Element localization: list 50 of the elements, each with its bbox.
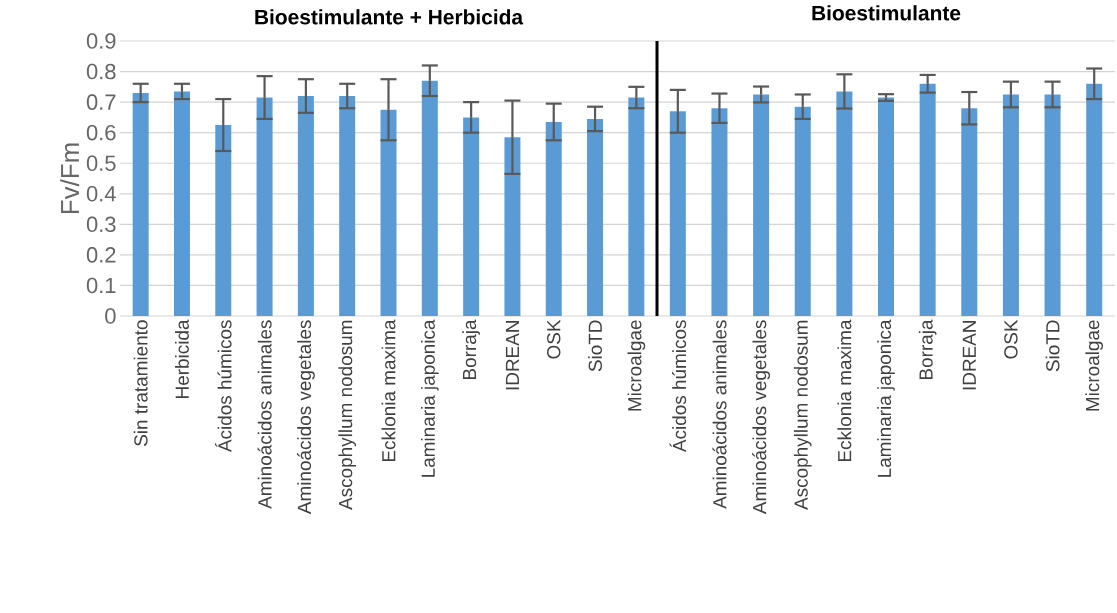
y-axis-title: Fv/Fm — [60, 143, 80, 214]
y-tick-label: 0.3 — [86, 216, 116, 233]
x-tick-label: Herbicida — [175, 319, 189, 398]
bar — [421, 80, 438, 316]
y-tick-label: 0 — [105, 308, 116, 324]
x-tick-label: Ácidos húmicos — [669, 320, 687, 453]
x-tick-label: IDREAN — [505, 321, 519, 390]
bar — [173, 91, 190, 316]
x-tick-label: Ascophyllum nodosum — [793, 320, 812, 510]
y-tick-label: 0.9 — [86, 33, 116, 49]
bar — [132, 92, 149, 316]
y-tick-label: 0.2 — [86, 247, 116, 263]
bar — [380, 109, 397, 316]
x-tick-label: Laminaria japonica — [420, 319, 439, 477]
x-tick-label: Aminoácidos vegetales — [296, 320, 315, 515]
chart-title: Bioestimulante — [812, 5, 961, 21]
x-tick-label: Ecklonia maxima — [381, 319, 396, 462]
y-tick-label: 0.1 — [86, 277, 116, 294]
y-tick-label: 0.4 — [86, 186, 116, 202]
bar — [628, 97, 645, 316]
chart-title: Bioestimulante + Herbicida — [255, 9, 524, 25]
x-tick-label: Aminoácidos vegetales — [752, 320, 771, 515]
x-tick-label: Aminoácidos animales — [712, 320, 727, 509]
y-tick-label: 0.8 — [86, 63, 116, 80]
x-tick-label: Borraja — [918, 319, 937, 379]
bar — [339, 96, 356, 316]
y-tick-label: 0.7 — [86, 94, 116, 110]
x-tick-label: OSK — [1004, 319, 1018, 359]
x-tick-label: Borraja — [462, 319, 480, 379]
bar — [256, 97, 273, 316]
x-tick-label: Aminoácidos animales — [257, 320, 272, 509]
x-tick-label: Microalgae — [1085, 320, 1104, 411]
x-tick-label: SioTD — [1045, 320, 1060, 372]
bar — [215, 125, 232, 316]
bar — [504, 137, 521, 316]
x-tick-label: SioTD — [588, 320, 602, 372]
bar — [463, 117, 480, 316]
x-tick-label: OSK — [547, 319, 561, 359]
bar — [587, 118, 604, 316]
x-tick-label: Ascophyllum nodosum — [338, 320, 357, 510]
y-tick-label: 0.6 — [86, 124, 116, 141]
x-tick-label: Laminaria japonica — [877, 319, 895, 477]
x-tick-label: Ácidos húmicos — [214, 320, 232, 453]
bar — [297, 96, 314, 316]
x-tick-label: Sin tratamiento — [133, 320, 148, 446]
bar — [545, 121, 562, 316]
x-tick-label: Ecklonia maxima — [837, 319, 852, 462]
y-tick-label: 0.5 — [86, 155, 116, 171]
x-tick-label: Microalgae — [627, 320, 646, 411]
x-tick-label: IDREAN — [962, 321, 976, 390]
